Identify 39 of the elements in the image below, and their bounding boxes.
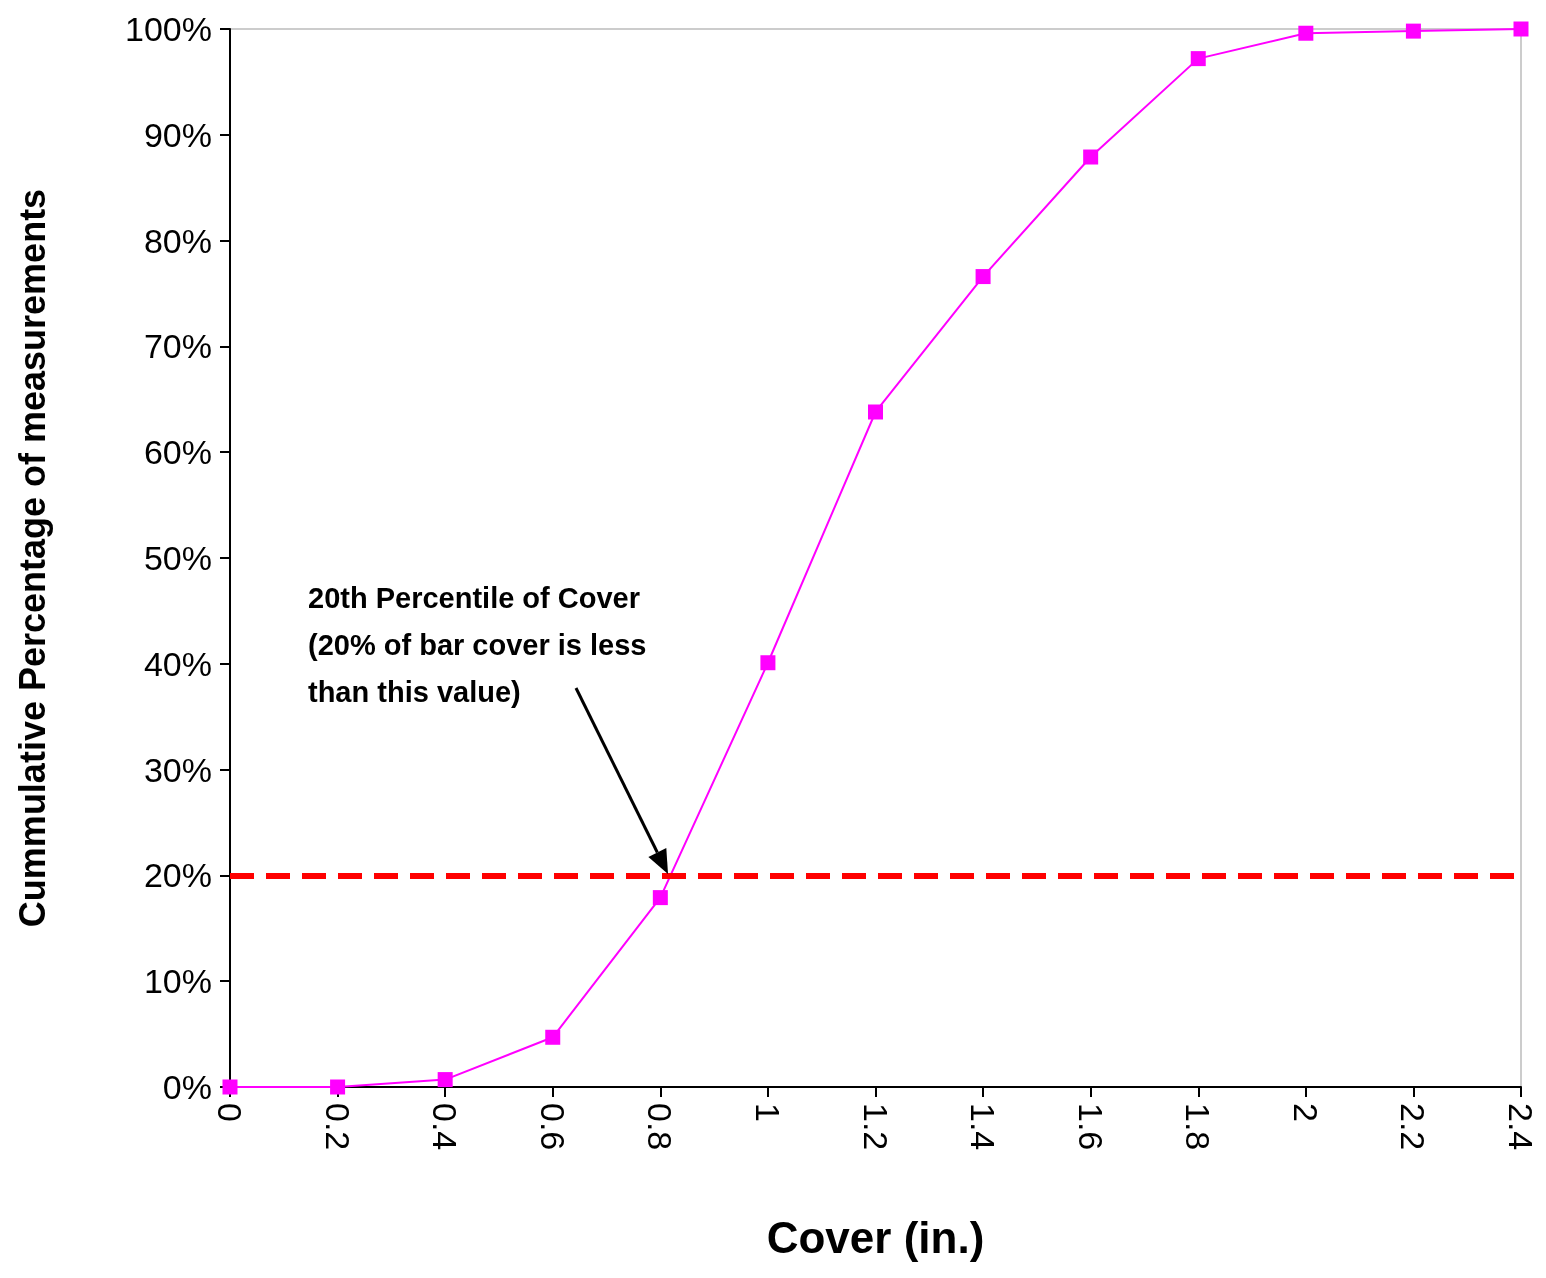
x-tick-label: 2.4 xyxy=(1502,1103,1540,1151)
y-tick-label: 0% xyxy=(162,1068,212,1106)
point xyxy=(1405,23,1421,39)
y-tick-label: 60% xyxy=(143,433,212,472)
x-tick-label: 0.6 xyxy=(533,1103,572,1151)
x-tick-label: 0.8 xyxy=(641,1103,680,1151)
point xyxy=(868,404,883,420)
point xyxy=(1298,25,1314,41)
x-tick-label: 1 xyxy=(748,1103,787,1122)
x-tick-label: 1.8 xyxy=(1179,1103,1218,1151)
x-tick-label: 0.2 xyxy=(318,1103,357,1151)
x-tick-label: 1.6 xyxy=(1071,1103,1110,1151)
y-tick-label: 90% xyxy=(143,115,212,154)
point xyxy=(1513,21,1529,37)
x-tick-label: 1.2 xyxy=(856,1103,895,1151)
y-tick-label: 80% xyxy=(143,221,212,260)
x-tick-label: 0 xyxy=(211,1103,249,1122)
y-tick-label: 20% xyxy=(143,856,212,895)
y-tick-label: 70% xyxy=(143,327,212,366)
x-tick-label: 0.4 xyxy=(426,1103,465,1151)
point xyxy=(760,655,776,671)
y-tick-label: 40% xyxy=(143,644,212,683)
point xyxy=(975,269,991,285)
annotation: 20th Percentile of Cover (20% of bar cover is less than this value) xyxy=(308,581,647,708)
point xyxy=(545,1029,561,1045)
x-tick-label: 1.4 xyxy=(964,1103,1003,1151)
y-axis-title: Cummulative Percentage of measurements xyxy=(11,188,53,928)
point xyxy=(330,1079,346,1095)
point xyxy=(652,890,668,906)
x-tick-label: 2.2 xyxy=(1394,1103,1433,1151)
y-tick-label: 100% xyxy=(125,10,212,48)
y-tick-label: 10% xyxy=(143,962,212,1001)
x-axis-title: Cover (in.) xyxy=(766,1212,985,1262)
y-tick-label: 50% xyxy=(143,539,212,577)
y-tick-label: 30% xyxy=(143,750,212,789)
point xyxy=(1190,51,1206,67)
point xyxy=(1083,149,1099,165)
point xyxy=(437,1072,453,1088)
x-tick-label: 2 xyxy=(1286,1103,1325,1122)
